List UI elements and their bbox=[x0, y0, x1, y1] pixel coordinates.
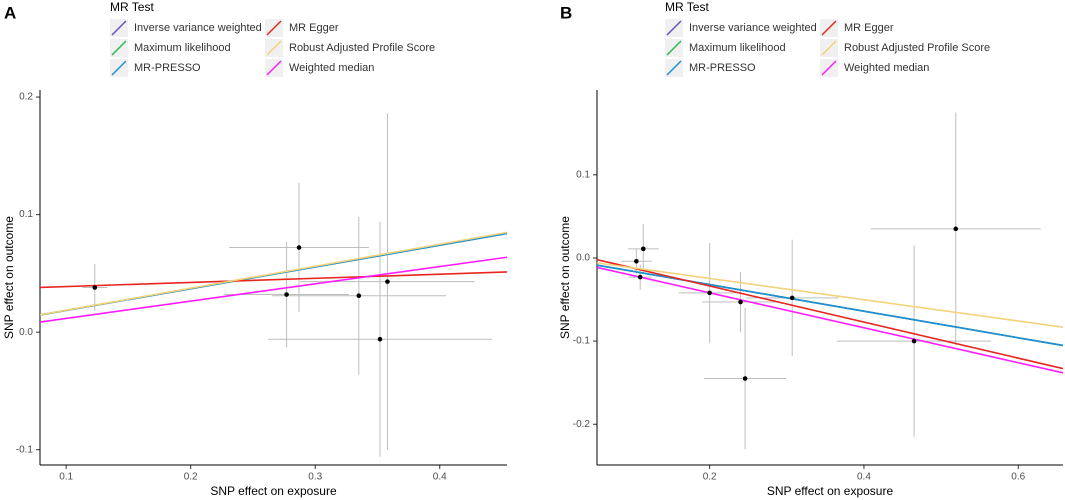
legend-key bbox=[821, 40, 837, 56]
legend-title: MR Test bbox=[665, 0, 709, 14]
legend-key bbox=[266, 60, 282, 76]
panel-label: B bbox=[560, 3, 572, 22]
regression-line bbox=[597, 262, 1063, 328]
x-axis-title: SNP effect on exposure bbox=[767, 484, 894, 498]
point bbox=[742, 376, 748, 381]
legend-key bbox=[821, 20, 837, 36]
point bbox=[953, 226, 959, 232]
x-tick-label: 0.2 bbox=[184, 472, 198, 483]
legend-key bbox=[111, 60, 127, 76]
legend-label: MR Egger bbox=[289, 22, 339, 34]
point bbox=[356, 293, 362, 299]
legend-label: Maximum likelihood bbox=[689, 42, 786, 54]
legend-key bbox=[666, 40, 682, 56]
regression-line bbox=[597, 264, 1063, 347]
panel-label: A bbox=[4, 3, 16, 22]
x-tick-label: 0.2 bbox=[703, 472, 717, 483]
point bbox=[637, 274, 643, 280]
y-tick-label: -0.2 bbox=[573, 419, 591, 430]
legend-key bbox=[666, 20, 682, 36]
legend-key bbox=[266, 40, 282, 56]
legend-label: MR Egger bbox=[844, 22, 894, 34]
point bbox=[911, 338, 917, 344]
y-tick-label: 0.2 bbox=[19, 92, 33, 103]
legend-label: MR-PRESSO bbox=[689, 62, 756, 74]
point bbox=[640, 246, 646, 252]
point bbox=[284, 292, 289, 297]
legend-label: MR-PRESSO bbox=[134, 62, 201, 74]
legend-label: Maximum likelihood bbox=[134, 42, 231, 54]
y-tick-label: -0.1 bbox=[16, 444, 34, 455]
point bbox=[634, 258, 639, 264]
y-tick-label: 0.0 bbox=[576, 253, 590, 264]
regression-line bbox=[40, 271, 507, 289]
y-tick-label: 0.0 bbox=[19, 327, 33, 338]
y-tick-label: 0.1 bbox=[576, 169, 590, 180]
legend-key bbox=[111, 20, 127, 36]
legend-key bbox=[821, 60, 837, 76]
point bbox=[92, 285, 98, 290]
legend-label: Robust Adjusted Profile Score bbox=[289, 42, 435, 54]
x-axis-title: SNP effect on exposure bbox=[210, 484, 337, 498]
x-tick-label: 0.1 bbox=[59, 472, 73, 483]
point bbox=[707, 290, 712, 296]
regression-line bbox=[40, 231, 507, 316]
y-axis-title: SNP effect on outcome bbox=[558, 216, 572, 339]
x-tick-label: 0.3 bbox=[308, 472, 322, 483]
legend-key bbox=[266, 20, 282, 36]
x-tick-label: 0.4 bbox=[857, 472, 871, 483]
point bbox=[789, 295, 795, 301]
y-tick-label: 0.1 bbox=[19, 209, 33, 220]
legend-key bbox=[111, 40, 127, 56]
legend-label: Weighted median bbox=[289, 62, 374, 74]
y-axis-title: SNP effect on outcome bbox=[2, 216, 16, 339]
x-tick-label: 0.4 bbox=[433, 472, 447, 483]
y-tick-label: -0.1 bbox=[573, 336, 591, 347]
legend-key bbox=[666, 60, 682, 76]
point bbox=[385, 279, 390, 284]
point bbox=[296, 245, 302, 250]
x-tick-label: 0.6 bbox=[1011, 472, 1025, 483]
legend-label: Weighted median bbox=[844, 62, 929, 74]
legend-label: Inverse variance weighted bbox=[689, 22, 817, 34]
regression-line bbox=[597, 258, 1063, 370]
legend-title: MR Test bbox=[110, 0, 154, 14]
regression-line bbox=[40, 256, 507, 323]
regression-line bbox=[597, 266, 1063, 374]
legend-label: Inverse variance weighted bbox=[134, 22, 262, 34]
point bbox=[377, 336, 383, 342]
point bbox=[738, 299, 743, 305]
legend-label: Robust Adjusted Profile Score bbox=[844, 42, 990, 54]
